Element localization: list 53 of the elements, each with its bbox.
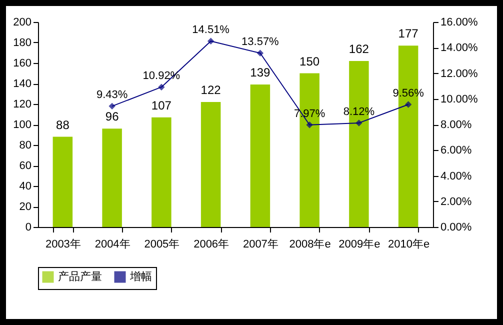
bar: [102, 128, 122, 227]
data-label: 14.51%: [192, 24, 230, 36]
point: [404, 101, 412, 108]
y2-tick-label: 16.00%: [440, 16, 478, 28]
point: [356, 120, 362, 126]
y-tick-label: 20: [19, 201, 32, 213]
data-label: 107: [151, 98, 172, 112]
x-tick-label: 2005年: [144, 238, 180, 250]
point: [207, 38, 214, 44]
x-tick-label: 2007年: [242, 238, 278, 250]
x-tick-label: 2010年e: [388, 238, 430, 250]
y-tick-label: 180: [13, 37, 32, 49]
data-label: 139: [250, 66, 271, 80]
x-tick-label: 2003年: [45, 238, 81, 250]
x-tick-label: 2004年: [94, 238, 130, 250]
y-tick-label: 60: [19, 160, 32, 172]
y-tick-label: 80: [19, 140, 32, 152]
y2-tick-label: 0.00%: [440, 222, 472, 234]
y-tick-label: 140: [13, 78, 32, 90]
bar: [200, 102, 221, 227]
y2-tick-label: 10.00%: [440, 93, 478, 106]
data-label: 88: [56, 118, 70, 132]
data-label: 162: [348, 42, 370, 56]
legend-label: 产品产量: [58, 270, 102, 283]
y-tick-label: 100: [13, 119, 32, 131]
y-tick-label: 40: [19, 180, 32, 192]
y-tick-label: 120: [13, 98, 32, 110]
y-tick-label: 160: [13, 58, 32, 70]
bar: [52, 136, 73, 227]
legend-label: 增幅: [129, 271, 152, 283]
y-tick-label: 0: [25, 222, 32, 234]
point: [256, 50, 264, 56]
point: [158, 84, 165, 90]
point: [306, 122, 313, 128]
data-label: 9.43%: [96, 89, 128, 102]
y2-tick-label: 14.00%: [440, 42, 478, 54]
y2-tick-label: 4.00%: [440, 170, 472, 182]
x-tick-label: 2006年: [194, 238, 230, 250]
data-label: 150: [300, 54, 320, 68]
x-tick-label: 2009年e: [338, 238, 380, 250]
x-tick-label: 2008年e: [289, 238, 331, 250]
point: [108, 102, 116, 110]
y-tick-label: 200: [13, 16, 32, 28]
bar: [152, 117, 172, 227]
data-label: 177: [398, 26, 419, 41]
data-label: 13.57%: [242, 36, 280, 48]
y2-tick-label: 2.00%: [440, 196, 472, 208]
bar: [250, 84, 270, 227]
data-label: 122: [200, 82, 222, 97]
y2-tick-label: 8.00%: [440, 119, 472, 131]
data-label: 96: [105, 110, 120, 124]
y2-tick-label: 12.00%: [440, 68, 478, 80]
y2-tick-label: 6.00%: [440, 144, 472, 157]
